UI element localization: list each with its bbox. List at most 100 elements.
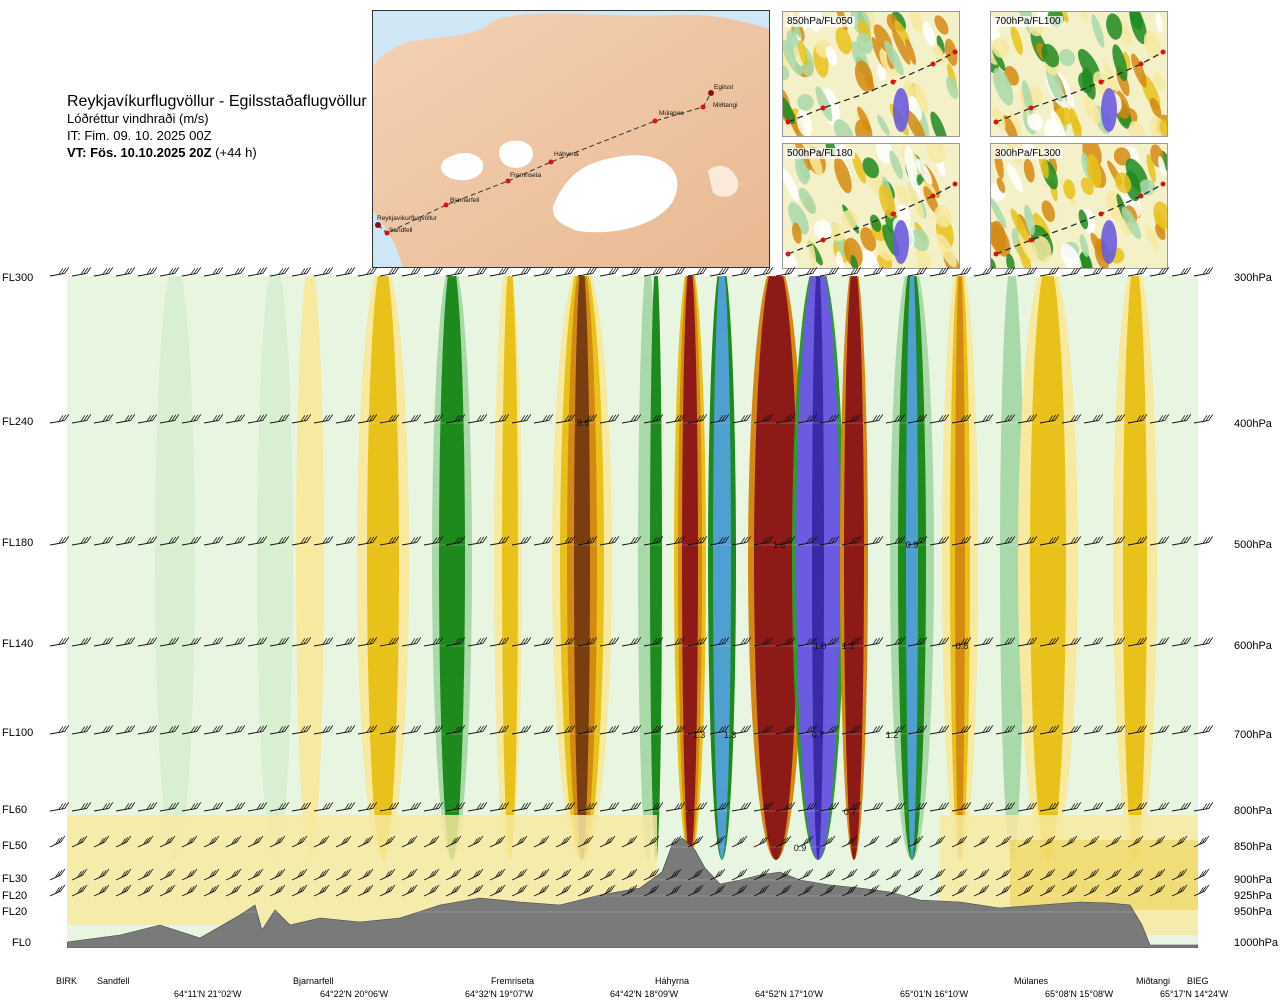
panel-field-blob xyxy=(1152,72,1166,91)
wind-barb xyxy=(269,868,286,881)
panel-850hpa-map xyxy=(783,12,959,136)
wind-barb xyxy=(973,536,994,546)
panel-field-blob xyxy=(889,150,903,180)
map-label-reykjavik: Reykjavíkurflugvöllur xyxy=(377,215,438,222)
waypoint-hahyrna: Háhyrna xyxy=(655,976,690,986)
level-label-fl60: FL60 xyxy=(2,804,28,816)
velocity-band xyxy=(844,276,864,860)
lead-time: (+44 h) xyxy=(215,145,257,160)
wind-barb xyxy=(709,725,730,735)
wind-barb xyxy=(357,868,374,881)
wind-barb xyxy=(687,884,704,897)
wind-barb xyxy=(643,802,664,812)
wind-barb xyxy=(115,414,136,424)
wind-barb xyxy=(555,267,576,277)
wind-barb xyxy=(643,868,660,881)
wind-barb xyxy=(357,414,378,424)
wind-barb xyxy=(775,835,792,848)
wind-barb xyxy=(995,637,1016,647)
map-label-egilsst: Egilsst xyxy=(714,84,733,91)
panel-field-blob xyxy=(946,76,959,100)
panel-field-blob xyxy=(1155,12,1163,33)
wind-barb xyxy=(93,725,114,735)
pressure-label-1000: 1000hPa xyxy=(1234,937,1279,949)
wind-barb xyxy=(1149,835,1166,848)
panel-field-blob xyxy=(814,219,832,241)
wind-barb xyxy=(313,536,334,546)
station-dot xyxy=(548,159,554,165)
velocity-band xyxy=(1000,276,1024,860)
panel-field-blob xyxy=(936,35,945,55)
panel-field-blob xyxy=(1041,43,1060,68)
value-label: 1.6 xyxy=(773,540,786,550)
wind-barb xyxy=(159,637,180,647)
wind-barb xyxy=(797,802,818,812)
panel-label: 850hPa/FL050 xyxy=(785,16,855,27)
wind-barb xyxy=(401,536,422,546)
level-label-fl30: FL30 xyxy=(2,873,28,885)
panel-field-blob xyxy=(1149,97,1162,118)
panel-field-blob xyxy=(1138,179,1156,196)
wind-barb xyxy=(665,536,686,546)
wind-barb xyxy=(467,725,488,735)
panel-field-blob xyxy=(915,251,930,268)
wind-barb xyxy=(467,835,484,848)
wind-barb xyxy=(709,868,726,881)
waypoint-midtangi: Miðtangi xyxy=(1136,976,1171,986)
wind-barb xyxy=(995,725,1016,735)
wind-barb xyxy=(1017,868,1034,881)
wind-barb xyxy=(225,267,246,277)
wind-barb xyxy=(489,868,506,881)
wind-barb xyxy=(577,835,594,848)
vertical-velocity-bands xyxy=(155,276,1157,860)
wind-barb xyxy=(951,884,968,897)
wind-barb xyxy=(1149,267,1170,277)
wind-barb xyxy=(775,267,796,277)
waypoint-sandfell: Sandfell xyxy=(97,976,130,986)
wind-barb xyxy=(71,267,92,277)
wind-barb xyxy=(533,267,554,277)
wind-barb xyxy=(1171,725,1192,735)
wind-barb xyxy=(269,802,290,812)
pressure-label-600: 600hPa xyxy=(1234,640,1272,652)
coord-label: 65°17'N 14°24'W xyxy=(1160,989,1229,999)
wind-barb xyxy=(951,414,972,424)
wind-barb xyxy=(49,414,70,424)
pressure-label-500: 500hPa xyxy=(1234,539,1272,551)
wind-barb xyxy=(159,802,180,812)
wind-barb xyxy=(423,267,444,277)
terrain-profile xyxy=(67,837,1198,948)
coord-label: 65°08'N 15°08'W xyxy=(1045,989,1114,999)
panel-field-blob xyxy=(1150,116,1167,136)
panel-field-blob xyxy=(856,32,874,54)
wind-barb xyxy=(225,414,246,424)
panel-field-blob xyxy=(1059,48,1075,67)
panel-station-dot xyxy=(1098,79,1104,85)
wind-barb xyxy=(753,802,774,812)
wind-barb xyxy=(71,802,92,812)
wind-barb xyxy=(357,884,374,897)
wind-barb xyxy=(71,536,92,546)
panel-field-blob xyxy=(783,64,790,81)
station-dot xyxy=(443,202,449,208)
panel-field-blob xyxy=(1078,251,1093,268)
wind-barb xyxy=(687,835,704,848)
wind-barb xyxy=(49,835,66,848)
wind-barb xyxy=(533,637,554,647)
coord-label: 64°11'N 21°02'W xyxy=(174,989,242,999)
wind-barb xyxy=(71,414,92,424)
wind-barb xyxy=(71,725,92,735)
wind-barb xyxy=(291,868,308,881)
panel-station-dot xyxy=(820,237,826,243)
value-labels: 0.6 1.6 0.9 1.0 1.3 0.8 1.3 1.3 0.7 1.2 0.7 0.9 xyxy=(577,418,969,853)
wind-barb xyxy=(1017,884,1034,897)
wind-barb xyxy=(511,884,528,897)
wind-barb xyxy=(863,802,884,812)
panel-field-blob xyxy=(783,94,796,125)
wind-barb xyxy=(357,835,374,848)
panel-field-blob xyxy=(895,184,910,205)
wind-barb xyxy=(995,536,1016,546)
panel-field-blob xyxy=(934,205,952,228)
wind-barb xyxy=(401,725,422,735)
panel-field-blob xyxy=(1131,53,1147,88)
